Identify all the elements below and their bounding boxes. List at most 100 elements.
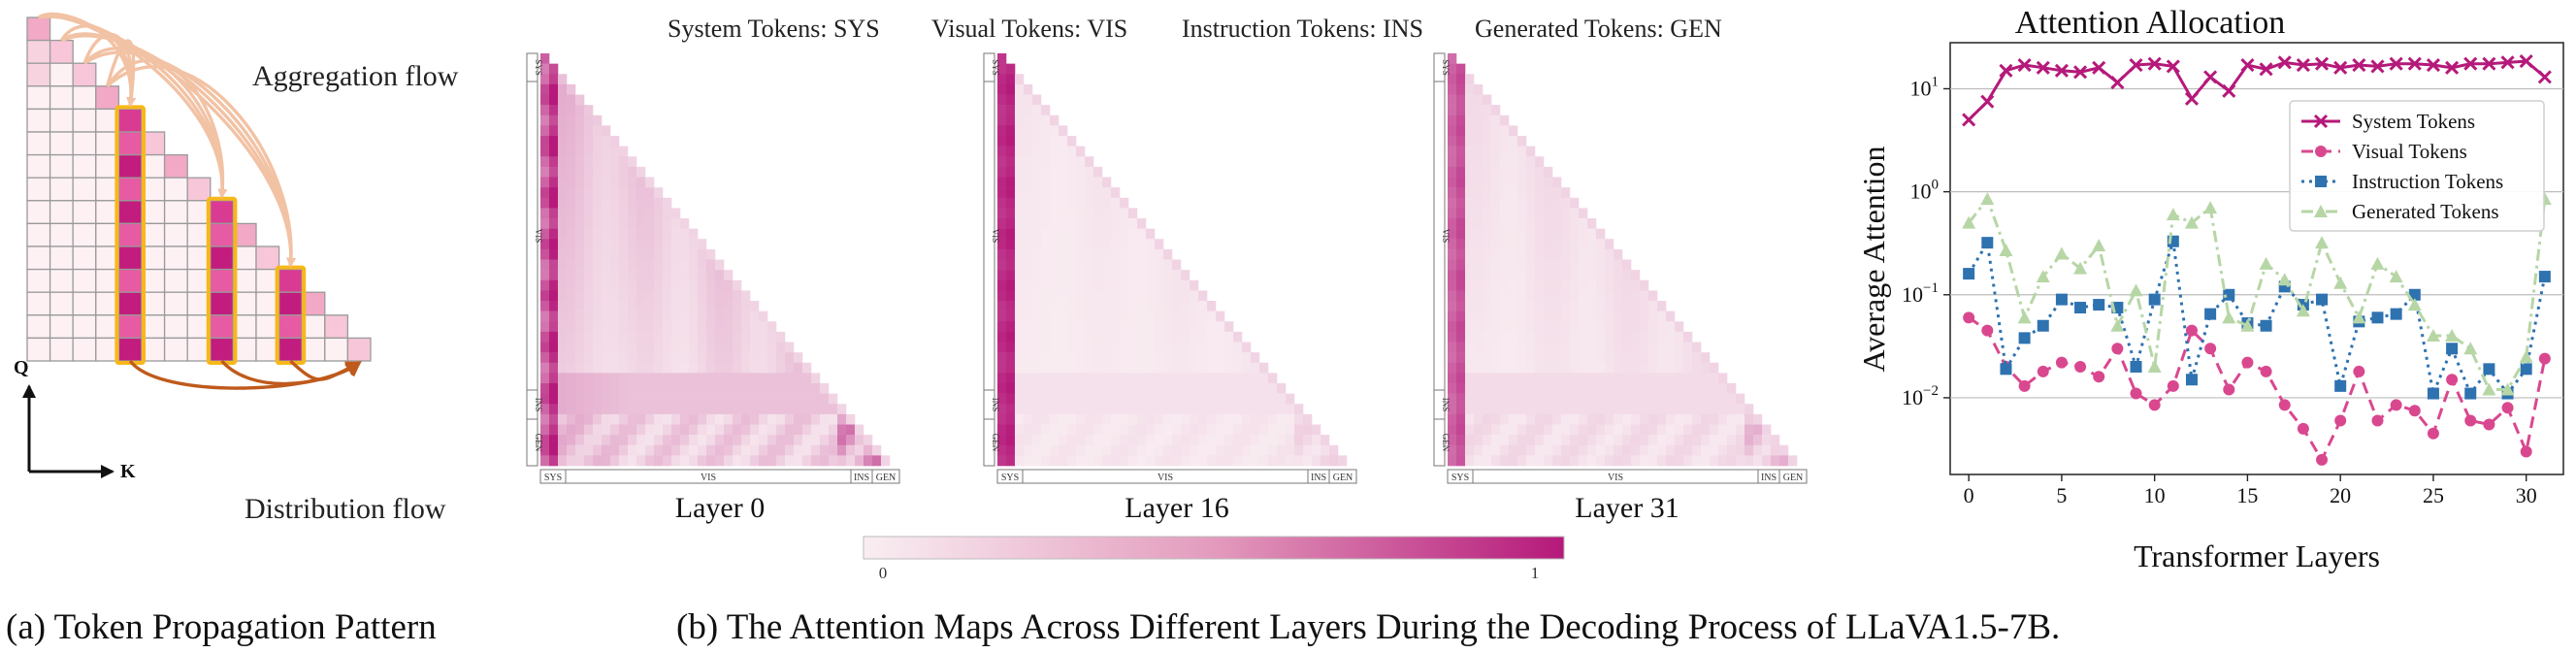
heatmap-cell xyxy=(1067,146,1077,157)
heatmap-cell xyxy=(680,301,690,311)
heatmap-cell xyxy=(1483,125,1492,137)
heatmap-cell xyxy=(1474,279,1484,291)
heatmap-cell xyxy=(706,455,716,467)
heatmap-cell xyxy=(1474,331,1484,343)
heatmap-cell xyxy=(1032,413,1042,425)
row-segment-box xyxy=(526,418,538,467)
heatmap-cell xyxy=(645,424,655,436)
heatmap-cell xyxy=(1465,248,1475,260)
x-tick-labels: 0 5 10 15 20 25 30 xyxy=(1964,474,2537,507)
heatmap-cell xyxy=(619,166,629,178)
heatmap-cell xyxy=(1233,435,1243,446)
heatmap-cell xyxy=(1181,301,1190,311)
heatmap-cell xyxy=(997,197,1007,209)
heatmap-cell xyxy=(1666,373,1676,384)
heatmap-cell xyxy=(1517,373,1527,384)
heatmap-cell xyxy=(1163,290,1173,302)
heatmap-cell xyxy=(1500,435,1510,446)
heatmap-cell xyxy=(846,413,856,425)
heatmap-cell xyxy=(1456,105,1466,116)
y-axis-label: Average Attention xyxy=(1856,146,1891,372)
series-line xyxy=(1967,238,2547,399)
data-point xyxy=(2445,60,2460,75)
heatmap-cell xyxy=(1718,444,1728,456)
heatmap-cell xyxy=(1526,455,1536,467)
data-point xyxy=(1962,215,1976,229)
heatmap-cell xyxy=(1579,301,1588,311)
heatmap-cell xyxy=(575,455,585,467)
col-segment-label: SYS xyxy=(1001,473,1019,483)
heatmap-cell xyxy=(1579,383,1588,394)
data-point xyxy=(2427,427,2439,440)
heatmap-cell xyxy=(1155,413,1164,425)
heatmap-cell xyxy=(575,301,585,311)
heatmap-cell xyxy=(1015,301,1025,311)
heatmap-cell xyxy=(584,156,594,168)
heatmap-cell xyxy=(1146,383,1156,394)
heatmap-cell xyxy=(724,331,734,343)
heatmap-cell xyxy=(1137,455,1147,467)
heatmap-cell xyxy=(1024,373,1033,384)
heatmap-cell xyxy=(575,310,585,322)
data-point xyxy=(2204,308,2217,320)
heatmap-cell xyxy=(1465,114,1475,126)
heatmap-cell xyxy=(1146,228,1156,240)
heatmap-cell xyxy=(750,393,760,405)
heatmap-cell xyxy=(1448,136,1457,147)
heatmap-cell xyxy=(1242,424,1252,436)
heatmap-cell xyxy=(1605,383,1614,394)
col-segment-label: VIS xyxy=(1608,473,1623,483)
heatmap-cell xyxy=(1474,404,1484,415)
legend-sys: System Tokens: SYS xyxy=(668,15,880,43)
heatmap-cell xyxy=(636,218,646,229)
heatmap-cell xyxy=(1552,187,1562,199)
heatmap-cell xyxy=(1736,455,1745,467)
heatmap-cell xyxy=(1076,208,1086,219)
heatmap-cell xyxy=(1059,310,1068,322)
heatmap-cell xyxy=(794,373,803,384)
heatmap-cell xyxy=(558,136,568,147)
heatmap-cell xyxy=(846,424,856,436)
heatmap-cell xyxy=(741,424,751,436)
heatmap-cell xyxy=(1683,404,1693,415)
heatmap-cell xyxy=(1552,424,1562,436)
x-tick-label: 0 xyxy=(1964,483,1974,507)
heatmap-cell xyxy=(680,239,690,250)
heatmap-cell xyxy=(1085,310,1094,322)
heatmap-cell xyxy=(706,362,716,374)
heatmap-cell xyxy=(1544,373,1553,384)
heatmap-cell xyxy=(1050,208,1060,219)
row-segment-label: VIS xyxy=(1441,229,1451,244)
heatmap-cell xyxy=(584,342,594,353)
heatmap-cell xyxy=(1050,424,1060,436)
heatmap-cell xyxy=(1552,279,1562,291)
data-point xyxy=(2204,343,2217,355)
heatmap-cell xyxy=(1561,218,1571,229)
grid-cell xyxy=(210,222,235,247)
heatmap-cell xyxy=(619,424,629,436)
data-point xyxy=(1981,237,1994,249)
data-point xyxy=(2092,60,2106,75)
heatmap-cell xyxy=(1648,393,1658,405)
heatmap-cell xyxy=(846,455,856,467)
heatmap-cell xyxy=(724,455,734,467)
heatmap-cell xyxy=(1622,413,1632,425)
heatmap-cell xyxy=(558,270,568,281)
heatmap-cell xyxy=(1163,404,1173,415)
grid-cell xyxy=(26,222,51,247)
heatmap-cell xyxy=(1483,105,1492,116)
heatmap-cell xyxy=(1085,218,1094,229)
heatmap-cell xyxy=(619,331,629,343)
heatmap-cell xyxy=(1015,259,1025,271)
heatmap-cell xyxy=(1015,321,1025,333)
heatmap-cell xyxy=(1076,248,1086,260)
heatmap-cell xyxy=(811,455,821,467)
heatmap-cell xyxy=(602,413,611,425)
heatmap-cell xyxy=(1093,228,1103,240)
heatmap-cell xyxy=(1771,435,1780,446)
data-point xyxy=(2054,63,2069,78)
heatmap-cell xyxy=(785,413,795,425)
data-point xyxy=(2426,329,2440,343)
heatmap-cell xyxy=(663,279,672,291)
heatmap-cell xyxy=(628,301,637,311)
